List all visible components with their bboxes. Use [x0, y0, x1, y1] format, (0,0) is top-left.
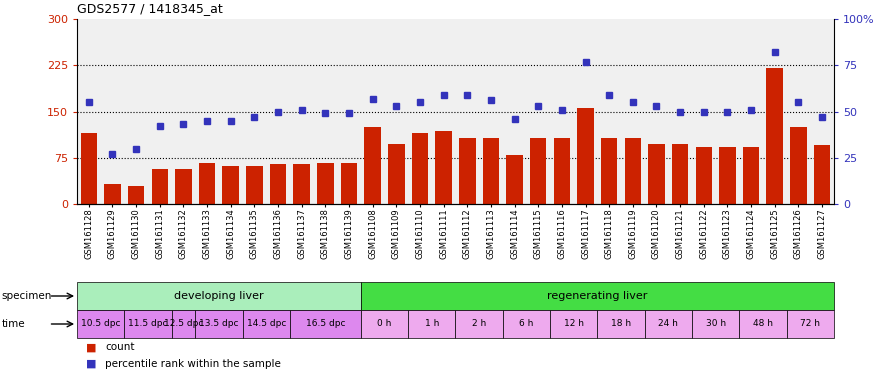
Text: 1 h: 1 h — [424, 319, 439, 328]
Bar — [692, 310, 739, 338]
Text: 12.5 dpc: 12.5 dpc — [164, 319, 203, 328]
Bar — [411, 133, 428, 204]
Text: 2 h: 2 h — [472, 319, 487, 328]
Text: 72 h: 72 h — [801, 319, 820, 328]
Text: 10.5 dpc: 10.5 dpc — [80, 319, 121, 328]
Bar — [645, 310, 692, 338]
Bar — [340, 163, 357, 204]
Bar — [408, 310, 456, 338]
Bar — [554, 138, 570, 204]
Bar — [222, 166, 239, 204]
Bar — [719, 147, 736, 204]
Bar — [766, 68, 783, 204]
Text: regenerating liver: regenerating liver — [547, 291, 648, 301]
Bar — [293, 164, 310, 204]
Text: 14.5 dpc: 14.5 dpc — [247, 319, 286, 328]
Text: percentile rank within the sample: percentile rank within the sample — [105, 359, 281, 369]
Bar — [77, 282, 360, 310]
Bar — [436, 131, 452, 204]
Text: time: time — [2, 319, 25, 329]
Bar — [246, 166, 262, 204]
Text: GDS2577 / 1418345_at: GDS2577 / 1418345_at — [77, 2, 223, 15]
Bar — [242, 310, 290, 338]
Bar — [388, 144, 404, 204]
Bar — [80, 133, 97, 204]
Bar — [503, 310, 550, 338]
Text: 24 h: 24 h — [658, 319, 678, 328]
Bar — [128, 185, 144, 204]
Bar — [151, 169, 168, 204]
Bar — [483, 138, 500, 204]
Bar — [199, 163, 215, 204]
Bar — [195, 310, 242, 338]
Bar — [814, 146, 830, 204]
Bar — [456, 310, 503, 338]
Bar — [317, 163, 333, 204]
Bar — [360, 310, 408, 338]
Bar — [601, 138, 618, 204]
Bar — [124, 310, 172, 338]
Text: 11.5 dpc: 11.5 dpc — [129, 319, 168, 328]
Text: 6 h: 6 h — [519, 319, 534, 328]
Bar — [175, 169, 192, 204]
Bar — [598, 310, 645, 338]
Text: 0 h: 0 h — [377, 319, 392, 328]
Bar — [550, 310, 598, 338]
Bar — [77, 310, 124, 338]
Bar — [530, 138, 547, 204]
Text: 16.5 dpc: 16.5 dpc — [305, 319, 345, 328]
Bar — [696, 147, 712, 204]
Text: 12 h: 12 h — [564, 319, 584, 328]
Bar — [270, 164, 286, 204]
Bar — [364, 127, 381, 204]
Text: 13.5 dpc: 13.5 dpc — [200, 319, 239, 328]
Bar — [790, 127, 807, 204]
Text: ■: ■ — [86, 343, 96, 353]
Text: 48 h: 48 h — [752, 319, 773, 328]
Text: 18 h: 18 h — [611, 319, 631, 328]
Bar — [104, 184, 121, 204]
Bar — [739, 310, 787, 338]
Text: developing liver: developing liver — [174, 291, 263, 301]
Bar — [672, 144, 689, 204]
Bar — [648, 144, 665, 204]
Text: count: count — [105, 343, 135, 353]
Text: ■: ■ — [86, 359, 96, 369]
Bar — [507, 155, 523, 204]
Text: specimen: specimen — [2, 291, 52, 301]
Bar — [743, 147, 760, 204]
Bar — [459, 138, 475, 204]
Bar — [172, 310, 195, 338]
Bar — [360, 282, 834, 310]
Bar — [787, 310, 834, 338]
Bar — [290, 310, 360, 338]
Text: 30 h: 30 h — [705, 319, 725, 328]
Bar — [625, 138, 641, 204]
Bar — [578, 108, 594, 204]
